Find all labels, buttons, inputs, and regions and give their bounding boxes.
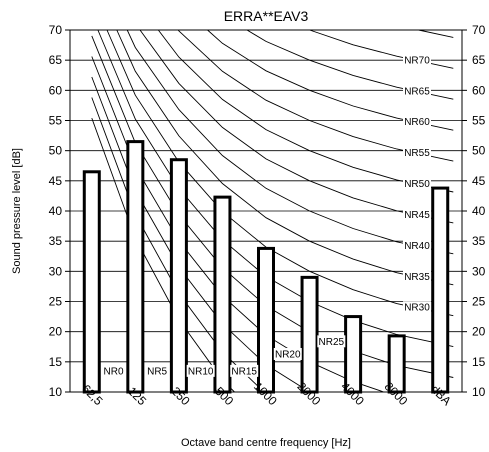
y-tick-label: 35 <box>472 234 486 248</box>
nr-label-background <box>403 270 431 283</box>
y-tick-label: 15 <box>49 355 63 369</box>
nr-curve-label: NR5 <box>147 366 167 377</box>
nr-curve-label: NR50 <box>404 179 430 190</box>
y-tick-label: 65 <box>472 53 486 67</box>
nr-curve <box>207 29 454 131</box>
x-tick-label: 2000 <box>295 379 324 408</box>
nr-curve <box>116 29 454 286</box>
bar <box>300 275 319 394</box>
bar <box>213 195 232 394</box>
y-tick-label: 20 <box>472 325 486 339</box>
nr-curve-label: NR40 <box>404 241 430 252</box>
y-tick-label: 55 <box>472 114 486 128</box>
nr-curve <box>418 29 454 38</box>
nr-curve <box>91 76 310 393</box>
nr-curve-label: NR65 <box>404 86 430 97</box>
nr-labels: NR0 NR5 NR10 NR15 NR20 NR25 NR30 NR35 NR40 NR45 NR… <box>102 53 431 377</box>
x-axis-label: Octave band centre frequency [Hz] <box>181 437 351 449</box>
nr-curve-label: NR25 <box>319 337 345 348</box>
nr-curve-label: NR10 <box>188 366 214 377</box>
nr-label-background <box>403 53 431 66</box>
y-tick-label: 60 <box>49 83 63 97</box>
nr-curve <box>126 29 454 255</box>
y-tick-label: 25 <box>49 295 63 309</box>
y-tick-label: 20 <box>49 325 63 339</box>
y-tick-label: 35 <box>49 234 63 248</box>
nr-label-background <box>146 364 169 377</box>
nr-curve <box>97 29 454 348</box>
y-tick-label: 25 <box>472 295 486 309</box>
y-tick-label: 40 <box>472 204 486 218</box>
bar <box>169 158 188 394</box>
nr-label-background <box>403 84 431 97</box>
nr-label-background <box>102 364 125 377</box>
nr-curve-label: NR70 <box>404 55 430 66</box>
nr-curve-label: NR20 <box>275 349 301 360</box>
y-tick-label: 60 <box>472 83 486 97</box>
bar <box>257 246 275 394</box>
nr-curve <box>139 29 454 224</box>
bar <box>82 170 101 394</box>
bar <box>431 186 450 394</box>
nr-curve-label: NR30 <box>404 303 430 314</box>
y-tick-label: 15 <box>472 355 486 369</box>
y-ticks-right: 10 15 20 25 30 35 40 45 50 55 60 65 70 <box>462 23 486 399</box>
nr-label-background <box>317 335 346 348</box>
y-ticks-left: 10 15 20 25 30 35 40 45 50 55 60 65 70 <box>49 23 70 399</box>
y-tick-label: 45 <box>49 174 63 188</box>
y-tick-label: 30 <box>472 264 486 278</box>
nr-label-background <box>403 115 431 128</box>
y-tick-label: 45 <box>472 174 486 188</box>
y-tick-label: 65 <box>49 53 63 67</box>
nr-label-background <box>403 177 431 190</box>
nr-curve-label: NR55 <box>404 148 430 159</box>
y-tick-label: 10 <box>49 385 63 399</box>
y-axis-label: Sound pressure level [dB] <box>11 148 23 274</box>
nr-label-background <box>403 301 431 314</box>
y-tick-label: 55 <box>49 114 63 128</box>
nr-curve-label: NR60 <box>404 117 430 128</box>
chart-title: ERRA**EAV3 <box>224 8 309 24</box>
nr-curve <box>157 29 454 193</box>
x-tick-label: 1000 <box>251 379 280 408</box>
y-tick-label: 70 <box>472 23 486 37</box>
nr-curve <box>309 29 454 69</box>
nr-label-background <box>403 146 431 159</box>
y-tick-label: 10 <box>472 385 486 399</box>
nr-curve-label: NR0 <box>104 366 124 377</box>
nr-label-background <box>186 364 215 377</box>
y-tick-label: 40 <box>49 204 63 218</box>
nr-label-background <box>403 208 431 221</box>
nr-curve <box>177 29 454 162</box>
nr-curve-label: NR15 <box>231 366 257 377</box>
nr-label-background <box>273 347 302 360</box>
nr-label-background <box>230 364 259 377</box>
x-tick-label: 8000 <box>382 379 411 408</box>
x-tick-label: 4000 <box>338 379 367 408</box>
bar <box>126 140 145 394</box>
nr-curve-label: NR35 <box>404 272 430 283</box>
y-tick-label: 50 <box>472 144 486 158</box>
nr-label-background <box>403 239 431 252</box>
nr-curve <box>91 117 235 393</box>
y-tick-label: 30 <box>49 264 63 278</box>
y-tick-label: 70 <box>49 23 63 37</box>
nr-curve-label: NR45 <box>404 210 430 221</box>
nr-curve <box>106 29 454 317</box>
y-tick-label: 50 <box>49 144 63 158</box>
